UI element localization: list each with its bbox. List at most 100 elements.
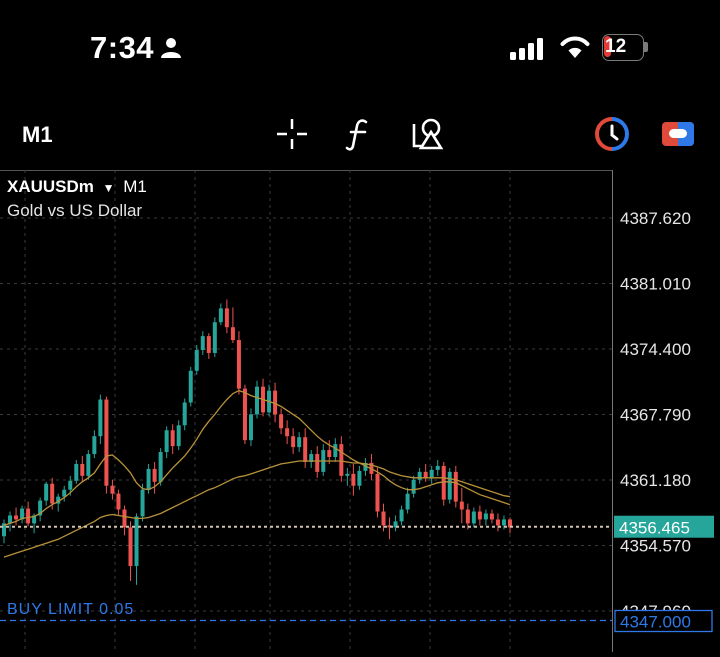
candle-body [495,519,500,526]
candle-body [86,454,91,476]
candle-body [339,444,344,476]
candle-body [242,388,247,441]
candle-body [345,473,350,476]
candle-body [224,308,229,328]
candle-body [74,463,79,481]
candle-body [501,519,506,526]
candle-body [194,349,199,371]
candle-body [98,399,103,437]
candle-body [116,493,121,510]
candle-body [176,425,181,447]
candle-body [441,465,446,500]
candle-body [363,462,368,471]
candle-body [32,515,37,524]
order-price-badge [614,609,713,633]
candle-body [489,513,494,520]
person-icon [161,38,181,58]
candle-body [381,511,386,526]
candle-body [297,437,302,448]
price-tick-label: 4374.400 [620,340,691,359]
candle-body [447,471,452,500]
candle-body [134,516,139,567]
candle-body [273,390,278,415]
candle-body [122,509,127,528]
candle-body [146,468,151,490]
candle-body [140,489,145,517]
candle-body [26,508,31,524]
symbol-name: XAUUSDm [7,177,94,196]
current-price-badge [614,515,714,538]
candle-body [399,509,404,522]
price-tick-label: 4361.180 [620,471,691,490]
candle-body [14,515,19,520]
candle-body [164,430,169,453]
candle-body [465,509,470,524]
candle-body [248,414,253,441]
clock-time: 7:34 [90,30,155,65]
symbol-header[interactable]: XAUUSDm ▼ M1 [7,177,147,197]
battery-fill [604,36,612,57]
price-tick-label: 4381.010 [620,275,691,294]
candle-body [128,527,133,567]
status-bar: 7:34 12 [0,0,720,100]
chart-toolbar: M1 [0,108,720,160]
candle-body [453,471,458,502]
candle-body [315,454,320,472]
symbol-description: Gold vs US Dollar [7,201,143,220]
price-tick-label: 4354.570 [620,537,691,556]
candle-body [158,452,163,482]
candle-body [236,340,241,389]
crosshair-icon[interactable] [274,116,310,152]
candle-body [110,485,115,494]
candle-body [375,473,380,512]
candle-body [200,336,205,350]
candle-body [483,513,488,520]
symbol-dropdown-icon[interactable]: ▼ [102,181,115,195]
candle-body [44,483,49,501]
price-tick-label: 4387.620 [620,209,691,228]
battery-cap [644,42,648,52]
moving-average-fast [3,389,511,527]
candle-body [417,471,422,480]
candle-body [218,308,223,323]
pending-order-label[interactable]: BUY LIMIT 0.05 [7,601,135,618]
candle-body [477,511,482,520]
battery-body [602,34,644,61]
candle-body [255,386,259,415]
timeframe-button[interactable]: M1 [22,122,53,147]
candle-body [68,480,73,490]
candle-body [20,508,25,520]
candle-body [411,479,416,494]
candle-body [423,471,428,478]
current-price-label: 4356.465 [619,519,690,538]
candlestick-chart[interactable]: 4387.620 4381.010 4374.400 4367.790 4361.180… [0,170,720,652]
chart-timeframe: M1 [123,177,147,196]
candle-body [38,500,43,516]
candle-body [333,444,338,458]
battery-indicator: 12 [602,34,648,61]
candle-body [8,515,13,524]
candle-body [230,327,235,341]
candle-body [92,436,97,455]
candle-body [459,501,464,510]
candle-body [327,450,332,458]
candle-body [279,414,284,429]
price-chart[interactable]: 4387.620 4381.010 4374.400 4367.790 4361.180… [0,170,720,652]
candle-body [212,322,217,353]
candle-body [471,511,476,524]
candle-body [56,496,61,504]
candle-body [309,454,314,462]
battery-percentage: 12 [605,36,627,57]
candle-body [50,483,55,504]
candle-body [182,402,187,426]
candle-body [152,468,157,482]
one-click-trading-icon[interactable] [594,116,630,152]
candle-body [188,370,193,403]
candle-body [351,473,356,486]
candle-body [104,399,109,486]
trade-toggle-icon[interactable] [660,116,696,152]
function-icon[interactable] [344,116,374,152]
candle-body [405,493,410,510]
candle-body [435,465,440,470]
objects-icon[interactable] [410,116,446,152]
